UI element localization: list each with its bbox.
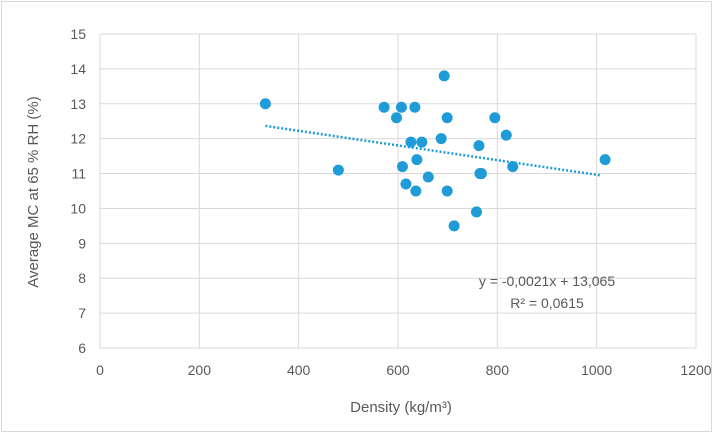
data-point [500,129,512,141]
data-point [438,70,450,82]
data-point [395,101,407,113]
x-tick-label: 800 [486,362,510,378]
data-point [391,112,403,124]
x-tick-labels: 0 200 400 600 800 1000 1200 [96,362,712,378]
y-tick-label: 12 [70,131,86,147]
data-point [489,112,501,124]
y-tick-label: 11 [71,166,86,182]
trendline [265,124,602,177]
y-tick-label: 9 [78,235,86,251]
data-point [410,185,422,197]
data-point [416,136,428,148]
data-point [409,101,421,113]
data-point [259,98,271,110]
data-points [259,70,611,232]
y-axis-title: Average MC at 65 % RH (%) [25,96,42,287]
data-point [470,206,482,218]
x-tick-label: 600 [386,362,410,378]
data-point [473,140,485,152]
data-point [507,161,519,173]
trendline-r-squared: R² = 0,0615 [510,295,584,311]
data-point [599,154,611,166]
data-point [441,112,453,124]
data-point [400,178,412,190]
data-point [405,136,417,148]
data-point [332,164,344,176]
data-point [435,133,447,145]
data-point [396,161,408,173]
data-point [378,101,390,113]
y-tick-label: 14 [70,61,86,77]
data-point [448,220,460,232]
x-tick-label: 0 [96,362,104,378]
data-point [441,185,453,197]
y-tick-label: 6 [78,340,86,356]
y-tick-label: 15 [70,26,86,42]
y-tick-label: 10 [70,200,86,216]
trendline-layer [265,124,602,177]
data-point [422,171,434,183]
x-axis-title: Density (kg/m³) [350,399,452,416]
x-tick-label: 400 [287,362,311,378]
x-tick-label: 1000 [581,362,612,378]
gridlines [99,33,697,349]
trendline-equation: y = -0,0021x + 13,065 [479,273,615,289]
y-tick-label: 13 [70,96,86,112]
y-tick-label: 8 [78,270,86,286]
y-tick-labels: 6 7 8 9 10 11 12 13 14 15 [70,26,86,356]
y-tick-label: 7 [78,305,86,321]
x-tick-label: 1200 [680,362,711,378]
data-point [475,168,487,180]
data-point [411,154,423,166]
x-tick-label: 200 [188,362,212,378]
